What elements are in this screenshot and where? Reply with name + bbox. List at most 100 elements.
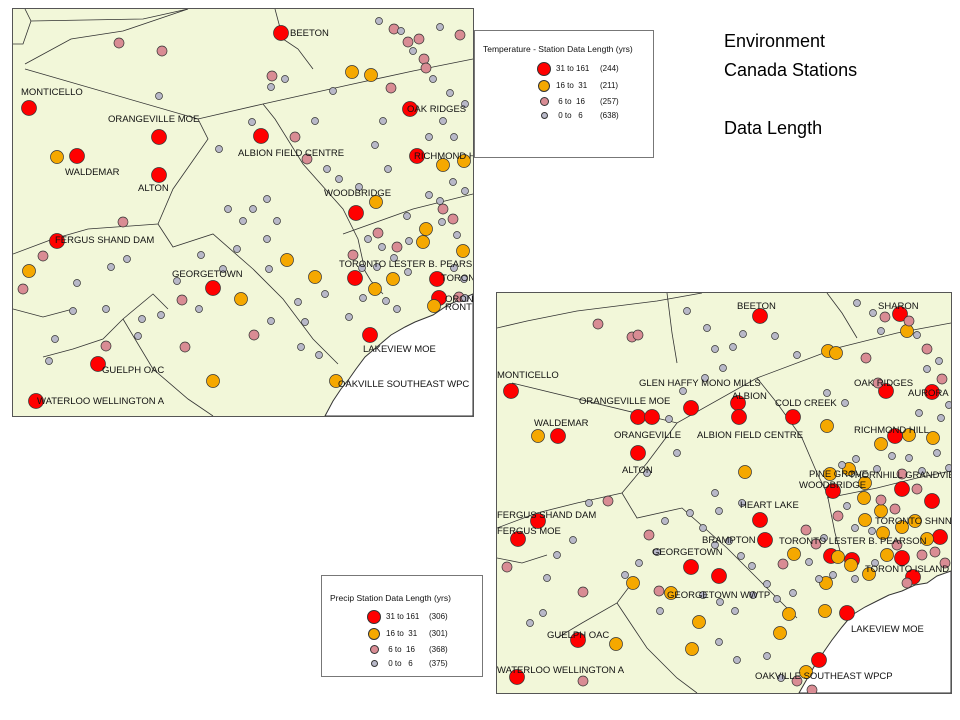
- station-marker-16-31: [457, 154, 471, 168]
- station-marker-16-31: [818, 604, 832, 618]
- station-marker-6-16: [879, 311, 891, 323]
- station-marker-0-6: [526, 619, 534, 627]
- station-marker-0-6: [438, 218, 446, 226]
- station-marker-16-31: [787, 547, 801, 561]
- station-marker-6-16: [777, 558, 789, 570]
- station-marker-0-6: [771, 332, 779, 340]
- station-marker-0-6: [273, 217, 281, 225]
- temperature-station-markers: [17, 17, 471, 409]
- station-marker-0-6: [461, 100, 469, 108]
- station-marker-6-16: [437, 203, 449, 215]
- station-marker-31-161: [785, 409, 801, 425]
- station-marker-0-6: [789, 589, 797, 597]
- legend-count-label: (375): [429, 659, 448, 668]
- station-label: RICHMOND HILL: [854, 425, 929, 436]
- station-marker-16-31: [773, 626, 787, 640]
- temperature-station-map: BEETON MONTICELLO ORANGEVILLE MOE OAK RI…: [12, 8, 474, 417]
- station-marker-0-6: [869, 309, 877, 317]
- station-marker-16-31: [829, 346, 843, 360]
- station-label: WATERLOO WELLINGTON A: [37, 396, 165, 407]
- legend-row-6-16: 6 to 16 (368): [322, 643, 482, 657]
- station-marker-0-6: [945, 464, 951, 472]
- legend-swatch-16-31: [368, 628, 380, 640]
- station-marker-16-31: [386, 272, 400, 286]
- station-marker-16-31: [692, 615, 706, 629]
- station-marker-31-161: [757, 532, 773, 548]
- legend-swatch-0-6: [371, 660, 378, 667]
- station-label: GEORGETOWN WWTP: [667, 590, 770, 601]
- station-marker-0-6: [739, 330, 747, 338]
- station-marker-0-6: [69, 307, 77, 315]
- station-marker-31-161: [731, 409, 747, 425]
- station-marker-0-6: [763, 652, 771, 660]
- station-marker-6-16: [176, 294, 188, 306]
- station-marker-0-6: [73, 279, 81, 287]
- station-marker-0-6: [263, 235, 271, 243]
- station-marker-0-6: [460, 275, 468, 283]
- station-marker-0-6: [539, 609, 547, 617]
- station-marker-6-16: [266, 70, 278, 82]
- station-marker-16-31: [900, 324, 914, 338]
- station-label: ALBION: [732, 391, 767, 402]
- station-marker-6-16: [602, 495, 614, 507]
- station-marker-31-161: [550, 428, 566, 444]
- legend-range-label: 6 to 16: [386, 645, 415, 654]
- station-marker-0-6: [711, 541, 719, 549]
- station-marker-6-16: [420, 62, 432, 74]
- station-marker-0-6: [715, 638, 723, 646]
- station-marker-0-6: [918, 467, 926, 475]
- station-marker-0-6: [461, 187, 469, 195]
- station-marker-16-31: [609, 637, 623, 651]
- station-marker-0-6: [355, 183, 363, 191]
- heading-environment: Environment: [724, 31, 826, 51]
- legend-range-label: 6 to 16: [556, 97, 585, 106]
- station-label: TORONTO SHNNYB: [875, 516, 951, 527]
- station-marker-0-6: [281, 75, 289, 83]
- station-marker-6-16: [179, 341, 191, 353]
- station-marker-6-16: [501, 561, 513, 573]
- station-label: LAKEVIEW MOE: [851, 624, 924, 635]
- station-label: ORANGEVILLE MOE: [108, 114, 199, 125]
- station-marker-6-16: [117, 216, 129, 228]
- station-marker-16-31: [308, 270, 322, 284]
- station-marker-0-6: [665, 415, 673, 423]
- station-marker-6-16: [939, 557, 951, 569]
- station-marker-0-6: [382, 297, 390, 305]
- station-marker-6-16: [391, 241, 403, 253]
- station-marker-6-16: [113, 37, 125, 49]
- station-marker-31-161: [530, 513, 546, 529]
- station-marker-6-16: [37, 250, 49, 262]
- station-marker-0-6: [405, 237, 413, 245]
- station-label: WOODBRIDGE: [324, 188, 391, 199]
- station-label: MONTICELLO: [21, 87, 83, 98]
- legend-count-label: (301): [429, 629, 448, 638]
- station-marker-0-6: [123, 255, 131, 263]
- station-marker-0-6: [297, 343, 305, 351]
- station-marker-6-16: [592, 318, 604, 330]
- station-marker-31-161: [28, 393, 44, 409]
- station-marker-0-6: [838, 461, 846, 469]
- station-marker-0-6: [763, 580, 771, 588]
- station-marker-16-31: [456, 244, 470, 258]
- station-label: FERGUS MOE: [497, 526, 561, 537]
- station-marker-0-6: [852, 455, 860, 463]
- station-marker-31-161: [429, 271, 445, 287]
- station-marker-16-31: [364, 68, 378, 82]
- station-label: TORONTO ISLAND: [865, 564, 949, 575]
- station-marker-31-161: [932, 529, 948, 545]
- station-label: FERGUS SHAND DAM: [497, 510, 596, 521]
- station-marker-6-16: [372, 227, 384, 239]
- station-label: ALBION FIELD CENTRE: [697, 430, 803, 441]
- station-marker-0-6: [195, 305, 203, 313]
- station-marker-0-6: [937, 414, 945, 422]
- legend-swatch-31-161: [367, 610, 381, 624]
- station-marker-6-16: [791, 675, 803, 687]
- station-marker-6-16: [301, 153, 313, 165]
- station-marker-16-31: [626, 576, 640, 590]
- station-marker-6-16: [632, 329, 644, 341]
- precip-map-labels: BEETON SHARON MONTICELLO GLEN HAFFY MONO…: [497, 301, 951, 682]
- station-marker-16-31: [664, 586, 678, 600]
- legend-count-label: (257): [600, 97, 619, 106]
- station-marker-6-16: [402, 36, 414, 48]
- station-marker-16-31: [419, 222, 433, 236]
